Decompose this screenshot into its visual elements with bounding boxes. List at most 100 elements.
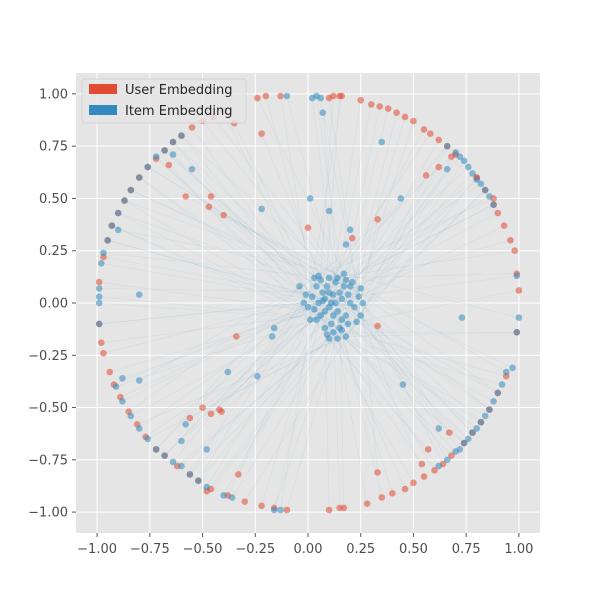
item-embedding-point xyxy=(135,425,143,432)
user-embedding-point xyxy=(448,452,455,459)
user-embedding-point xyxy=(277,92,284,100)
user-embedding-point xyxy=(401,113,409,121)
user-embedding-point xyxy=(393,109,400,117)
user-embedding-point xyxy=(420,473,428,480)
item-embedding-point xyxy=(344,320,352,328)
connection-line xyxy=(314,309,440,467)
user-embedding-point xyxy=(232,333,240,340)
x-tick-label: −0.50 xyxy=(183,542,223,557)
item-embedding-point xyxy=(509,364,516,372)
user-embedding-point xyxy=(98,339,105,347)
connection-line xyxy=(223,214,321,281)
connection-line xyxy=(324,166,469,300)
connection-line xyxy=(238,311,326,475)
user-embedding-point xyxy=(336,504,343,512)
connection-line xyxy=(181,135,319,304)
item-embedding-point xyxy=(513,272,521,280)
connection-line xyxy=(197,302,305,481)
connection-line xyxy=(139,275,319,381)
item-embedding-point xyxy=(186,471,194,478)
item-embedding-point xyxy=(342,276,350,284)
connection-line xyxy=(223,110,326,329)
item-embedding-point xyxy=(152,153,160,160)
item-embedding-point xyxy=(98,259,105,267)
connection-line xyxy=(233,123,334,333)
item-embedding-point xyxy=(342,312,350,319)
item-embedding-point xyxy=(340,282,348,290)
connection-line xyxy=(172,286,317,463)
item-embedding-point xyxy=(481,186,489,194)
connection-line xyxy=(358,225,505,298)
user-embedding-point xyxy=(262,92,270,100)
connection-line xyxy=(124,200,332,325)
item-embedding-point xyxy=(334,274,341,282)
item-embedding-point xyxy=(323,282,331,290)
item-embedding-point xyxy=(334,308,341,315)
user-embedding-point xyxy=(106,368,114,376)
user-embedding-point xyxy=(258,502,265,510)
item-embedding-point xyxy=(182,420,189,428)
item-embedding-point xyxy=(336,289,343,296)
connection-line xyxy=(324,156,461,329)
user-embedding-point xyxy=(218,408,225,416)
connection-line xyxy=(286,319,343,511)
connection-line xyxy=(349,152,456,287)
user-embedding-point xyxy=(241,498,249,505)
user-embedding-point xyxy=(220,211,227,219)
connection-line xyxy=(352,281,507,373)
connection-line xyxy=(164,150,324,293)
user-embedding-point xyxy=(420,126,428,133)
connection-line xyxy=(347,294,490,410)
y-tick-label: −0.25 xyxy=(28,349,68,364)
connection-line xyxy=(347,189,486,325)
item-embedding-point xyxy=(308,94,316,102)
item-embedding-point xyxy=(477,180,485,188)
connection-line xyxy=(210,196,307,295)
connection-line xyxy=(181,135,359,298)
connection-line xyxy=(326,133,431,287)
item-embedding-point xyxy=(330,328,337,336)
connection-line xyxy=(101,262,332,304)
item-embedding-point xyxy=(104,236,111,244)
item-embedding-point xyxy=(481,412,489,420)
item-embedding-point xyxy=(321,308,329,315)
connection-line xyxy=(314,277,473,433)
item-embedding-point xyxy=(513,328,521,336)
user-embedding-point xyxy=(165,161,173,169)
connection-line xyxy=(172,154,334,316)
item-embedding-point xyxy=(144,435,152,443)
item-embedding-point xyxy=(477,418,485,426)
item-embedding-point xyxy=(321,324,329,332)
connection-line xyxy=(335,145,448,283)
item-embedding-point xyxy=(121,197,128,204)
x-tick-label: −0.75 xyxy=(130,542,170,557)
y-tick-label: 1.00 xyxy=(39,87,68,102)
item-embedding-point xyxy=(195,477,202,485)
item-embedding-point xyxy=(112,383,120,390)
item-embedding-point xyxy=(443,165,451,173)
item-embedding-point xyxy=(319,289,327,296)
connection-line xyxy=(318,275,482,423)
user-embedding-point xyxy=(431,466,438,474)
item-embedding-point xyxy=(308,293,316,301)
y-tick-label: 0.50 xyxy=(39,192,68,207)
item-embedding-point xyxy=(313,282,320,290)
connection-line xyxy=(155,156,321,316)
item-embedding-point xyxy=(469,429,476,436)
item-embedding-point xyxy=(311,274,318,282)
item-embedding-point xyxy=(95,320,103,328)
item-embedding-point xyxy=(300,299,308,307)
item-embedding-point xyxy=(469,170,476,177)
connection-line xyxy=(316,285,490,410)
connection-line xyxy=(181,331,334,467)
x-tick-label: 0.50 xyxy=(399,542,428,557)
item-embedding-point xyxy=(317,94,324,102)
item-embedding-point xyxy=(203,483,211,491)
item-embedding-point xyxy=(95,293,103,301)
item-embedding-point xyxy=(169,458,177,466)
connection-line xyxy=(286,95,336,283)
connection-line xyxy=(349,285,499,394)
connection-line xyxy=(189,338,338,419)
user-embedding-point xyxy=(410,117,417,125)
item-embedding-point xyxy=(306,195,314,202)
